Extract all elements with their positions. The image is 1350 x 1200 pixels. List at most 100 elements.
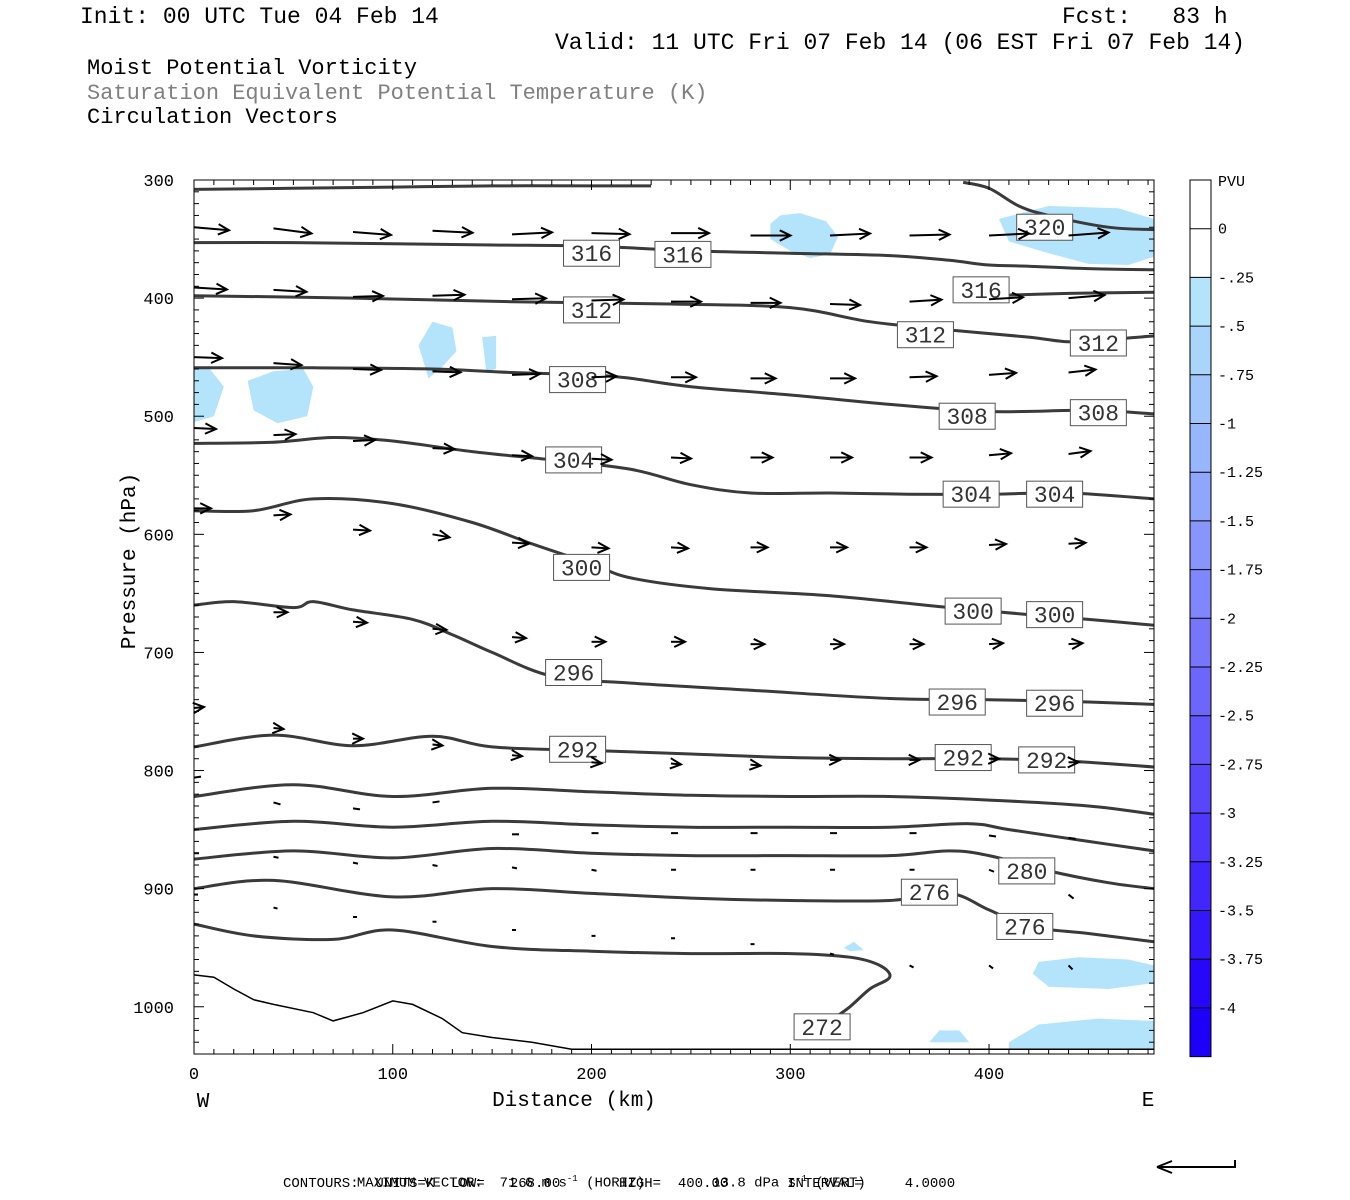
circulation-vector [352,294,384,298]
vector-arrowhead [987,752,1002,765]
circulation-vector [273,855,279,859]
circulation-vector [1068,541,1086,545]
vector-arrowhead [597,541,611,554]
vector-arrowhead [276,606,290,619]
circulation-vector [273,513,291,517]
west-label: W [197,1091,210,1114]
colorbar-swatch [1190,472,1211,522]
vector-arrowhead [443,442,457,455]
vector-arrowhead [779,229,793,242]
vector-arrowhead [1092,289,1107,303]
contour-label-box [938,402,996,430]
colorbar-label: -1.75 [1218,563,1263,580]
colorbar-label: -1.25 [1218,465,1263,482]
colorbar-label: -2.25 [1218,660,1263,677]
colorbar-swatch [1190,180,1211,230]
vector-arrowhead [832,638,847,651]
contour-label-box [563,239,621,267]
contour-label-box [934,744,992,772]
contour-label: 296 [553,662,594,688]
contour-label: 292 [1026,749,1067,775]
vector-arrowhead [369,363,384,376]
field-title-vectors: Circulation Vectors [87,105,338,130]
contour-label: 304 [553,449,594,475]
colorbar-unit: PVU [1218,174,1245,191]
circulation-vector [909,375,937,379]
vector-arrowhead [514,631,529,644]
colorbar-label: -1 [1218,417,1236,434]
circulation-vector [432,627,447,631]
vector-arrowhead [453,288,467,302]
contour-label-box [998,857,1056,885]
vector-arrowhead [199,502,214,515]
circulation-vector [273,801,281,806]
contour-label: 292 [557,738,598,764]
x-tick-label: 100 [377,1066,408,1085]
circulation-vector [988,542,1007,546]
contour-label: 276 [909,881,950,907]
vector-arrowhead [938,228,952,241]
vector-arrowhead [217,223,232,236]
vector-arrowhead [679,451,694,465]
vector-arrowhead [295,285,309,298]
vector-arrowhead [991,637,1006,651]
circulation-vector [1067,964,1074,971]
circulation-vector [193,286,228,291]
x-tick-label: 0 [189,1066,199,1085]
circulation-vector [432,864,438,868]
vector-arrowhead [534,292,549,305]
contour-label: 300 [561,556,602,582]
circulation-vector [988,232,1030,237]
isentrope-line [193,497,1155,627]
contour-label: 296 [1034,692,1075,718]
colorbar-label: -.25 [1218,270,1254,287]
pv-patch [770,213,838,258]
contour-label: 316 [662,243,703,269]
circulation-vector [1068,642,1083,646]
contour-label-box [1069,399,1127,427]
isentrope-line [193,435,1155,501]
vector-arrowhead [915,541,929,554]
vector-arrowhead [510,749,525,762]
vector-arrowhead [600,453,614,466]
vector-arrowhead [994,538,1009,551]
contour-label-box [944,597,1002,625]
y-tick-label: 300 [143,173,174,192]
colorbar-swatch [1190,277,1211,327]
circulation-vector [829,952,835,956]
isentrope-contours: 320 316 316 316 312 312 312 308 308 308 304 304 304 3… [193,180,1155,1042]
contour-label-box [549,735,607,763]
vector-arrowhead [840,451,855,464]
isentrope-line [193,733,1155,769]
vector-arrowhead [299,226,314,239]
circulation-vector [432,447,455,451]
colorbar-label: -.75 [1218,368,1254,385]
x-tick-label: 400 [974,1066,1005,1085]
isentrope-line [193,241,1155,272]
vector-arrowhead [1083,364,1098,377]
circulation-vector [432,229,473,234]
circulation-vector [273,433,296,437]
vector-arrowhead [676,541,691,554]
vector-arrowhead [358,523,373,537]
pv-patch [929,1030,970,1043]
vector-arrowhead [284,428,298,441]
circulation-vector [909,964,914,969]
contour-label-box [563,296,621,324]
contour-label: 276 [1004,915,1045,941]
field-title-pv: Moist Potential Vorticity [87,56,418,81]
pv-patch [194,369,224,423]
contour-label: 316 [960,279,1001,305]
circulation-vector [352,528,371,532]
circulation-vector [273,362,302,367]
vector-arrowhead [1078,446,1093,459]
circulation-vector [352,620,368,624]
colorbar-label: -2.5 [1218,709,1254,726]
vector-arrowhead [430,738,445,751]
y-tick-label: 800 [143,764,174,783]
y-tick-label: 900 [143,882,174,901]
circulation-vector [352,861,359,865]
circulation-vector [591,298,624,302]
circulation-vectors [192,223,1111,971]
contour-label: 316 [571,242,612,268]
